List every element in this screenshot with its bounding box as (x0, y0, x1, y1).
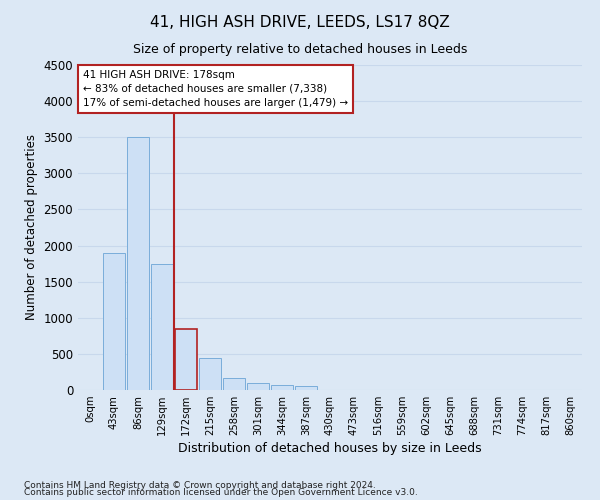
Bar (247, 383, 269, 390)
Bar (151, 264, 173, 390)
Y-axis label: Number of detached properties: Number of detached properties (25, 134, 38, 320)
Text: 41 HIGH ASH DRIVE: 178sqm
← 83% of detached houses are smaller (7,338)
17% of se: 41 HIGH ASH DRIVE: 178sqm ← 83% of detac… (83, 70, 348, 108)
X-axis label: Distribution of detached houses by size in Leeds: Distribution of detached houses by size … (178, 442, 482, 455)
Bar (295, 386, 317, 390)
Bar (223, 378, 245, 390)
Bar (175, 328, 197, 390)
Text: Size of property relative to detached houses in Leeds: Size of property relative to detached ho… (133, 42, 467, 56)
Text: Contains HM Land Registry data © Crown copyright and database right 2024.: Contains HM Land Registry data © Crown c… (24, 480, 376, 490)
Bar (271, 384, 293, 390)
Text: Contains public sector information licensed under the Open Government Licence v3: Contains public sector information licen… (24, 488, 418, 497)
Bar (199, 358, 221, 390)
Bar (127, 137, 149, 390)
Text: 41, HIGH ASH DRIVE, LEEDS, LS17 8QZ: 41, HIGH ASH DRIVE, LEEDS, LS17 8QZ (150, 15, 450, 30)
Bar (103, 253, 125, 390)
